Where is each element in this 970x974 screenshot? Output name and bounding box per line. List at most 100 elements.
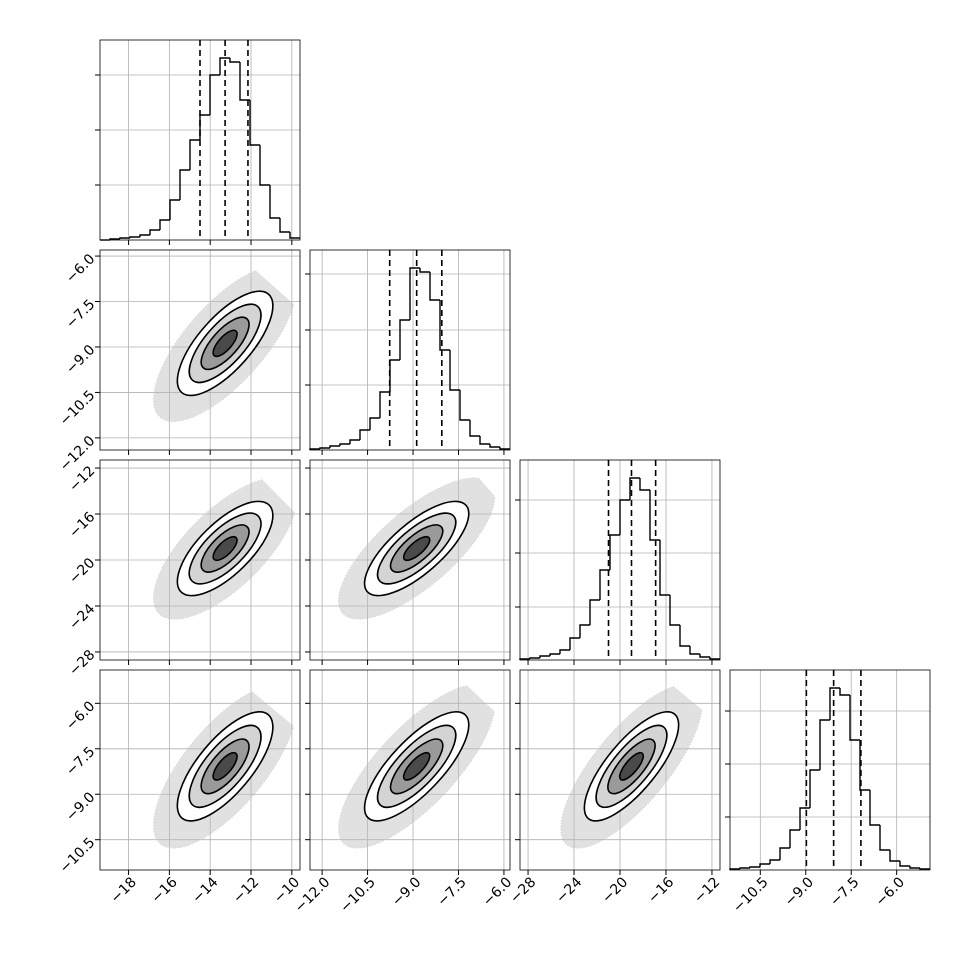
y-tick-label: −7.5 bbox=[63, 744, 98, 779]
histogram-bin bbox=[269, 185, 280, 219]
panel-frame bbox=[519, 669, 721, 871]
histogram-bin bbox=[779, 847, 790, 860]
histogram-bin bbox=[419, 268, 430, 273]
panel-frame bbox=[99, 249, 301, 451]
histogram-bin bbox=[409, 267, 420, 320]
contour bbox=[618, 751, 645, 781]
histogram-bin bbox=[569, 637, 580, 650]
histogram-bin bbox=[859, 740, 870, 791]
density-panel bbox=[95, 669, 301, 875]
histogram-bin bbox=[119, 237, 130, 239]
histogram-bin bbox=[559, 649, 570, 654]
histogram-bin bbox=[749, 866, 760, 868]
contour bbox=[212, 535, 238, 562]
x-tick-label: −28 bbox=[507, 874, 539, 906]
histogram-bin bbox=[709, 657, 720, 660]
histogram-bin bbox=[499, 447, 510, 450]
histogram-bin bbox=[259, 145, 270, 186]
x-tick-label: −16 bbox=[645, 874, 677, 906]
x-tick-label: −10.5 bbox=[730, 874, 772, 916]
y-tick-label: −10.5 bbox=[57, 835, 99, 877]
histogram-bin bbox=[599, 569, 610, 600]
panel-frame bbox=[309, 459, 511, 661]
contour bbox=[402, 751, 431, 781]
panel-frame bbox=[519, 459, 721, 661]
histogram-bin bbox=[609, 534, 620, 570]
y-tick-label: −24 bbox=[66, 601, 98, 633]
histogram-bin bbox=[839, 688, 850, 696]
histogram-bin bbox=[169, 199, 180, 220]
y-tick-label: −6.0 bbox=[63, 251, 98, 286]
x-tick-label: −12 bbox=[691, 874, 723, 906]
y-tick-label: −28 bbox=[66, 647, 98, 679]
histogram-bin bbox=[239, 62, 250, 101]
x-tick-label: −9.0 bbox=[782, 874, 817, 909]
histogram-bin bbox=[739, 867, 750, 869]
histogram-bin bbox=[819, 719, 830, 770]
histogram-bin bbox=[909, 866, 920, 869]
x-tick-label: −20 bbox=[599, 874, 631, 906]
histogram-bin bbox=[629, 477, 640, 500]
histogram-bin bbox=[449, 350, 460, 391]
histogram-bin bbox=[469, 420, 480, 437]
x-tick-label: −9.0 bbox=[389, 874, 424, 909]
histogram-bin bbox=[289, 232, 300, 239]
histogram-bin bbox=[489, 444, 500, 448]
histogram-bin bbox=[579, 624, 590, 638]
histogram-bin bbox=[159, 219, 170, 230]
histogram-bin bbox=[759, 863, 770, 867]
histogram-bin bbox=[199, 114, 210, 140]
panel-frame bbox=[99, 39, 301, 241]
x-tick-label: −14 bbox=[189, 874, 221, 906]
x-tick-label: −7.5 bbox=[827, 874, 862, 909]
histogram-bin bbox=[679, 625, 690, 647]
y-tick-label: −16 bbox=[66, 509, 98, 541]
histogram-bin bbox=[849, 695, 860, 741]
histogram-panel bbox=[515, 459, 721, 665]
histogram-bin bbox=[459, 390, 470, 421]
panel-frame bbox=[309, 669, 511, 871]
density-panel bbox=[95, 249, 301, 455]
x-tick-label: −18 bbox=[108, 874, 140, 906]
histogram-bin bbox=[379, 391, 390, 418]
density-panel bbox=[95, 459, 301, 665]
x-tick-label: −7.5 bbox=[434, 874, 469, 909]
panel-frame bbox=[309, 249, 511, 451]
histogram-bin bbox=[249, 100, 260, 146]
y-tick-label: −7.5 bbox=[63, 297, 98, 332]
histogram-bin bbox=[219, 57, 230, 75]
x-tick-label: −6.0 bbox=[873, 874, 908, 909]
histogram-bin bbox=[369, 417, 380, 430]
histogram-bin bbox=[789, 829, 800, 848]
x-tick-label: −24 bbox=[553, 874, 585, 906]
histogram-bin bbox=[879, 825, 890, 851]
histogram-bin bbox=[919, 868, 930, 870]
histogram-bin bbox=[689, 646, 700, 655]
panel-frame bbox=[99, 669, 301, 871]
histogram-bin bbox=[229, 58, 240, 63]
histogram-bin bbox=[699, 654, 710, 658]
panel-frame bbox=[99, 459, 301, 661]
histogram-panel bbox=[305, 249, 511, 455]
histogram-bin bbox=[589, 599, 600, 625]
histogram-bin bbox=[349, 439, 360, 444]
histogram-bin bbox=[129, 236, 140, 238]
histogram-bin bbox=[669, 595, 680, 626]
histogram-bin bbox=[399, 319, 410, 360]
histogram-bin bbox=[769, 859, 780, 864]
histogram-bin bbox=[829, 687, 840, 720]
histogram-bin bbox=[649, 490, 660, 541]
histogram-bin bbox=[279, 218, 290, 233]
histogram-bin bbox=[209, 74, 220, 115]
contour bbox=[212, 329, 238, 358]
density-panel bbox=[515, 669, 721, 875]
histogram-panel bbox=[725, 669, 931, 875]
histogram-bin bbox=[619, 499, 630, 535]
y-tick-label: −20 bbox=[66, 555, 98, 587]
x-tick-label: −10.5 bbox=[337, 874, 379, 916]
histogram-bin bbox=[339, 443, 350, 446]
histogram-bin bbox=[389, 359, 400, 392]
histogram-bin bbox=[889, 850, 900, 862]
density-panel bbox=[305, 669, 511, 875]
